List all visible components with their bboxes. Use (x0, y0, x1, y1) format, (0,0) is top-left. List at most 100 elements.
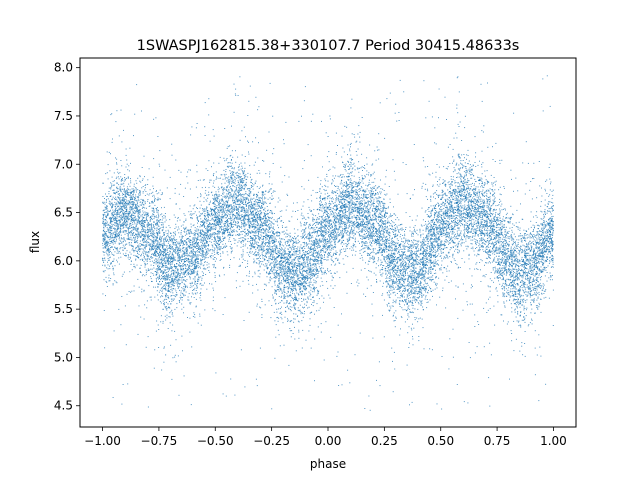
data-point (330, 241, 332, 243)
data-point (345, 191, 347, 193)
data-point (308, 224, 310, 226)
data-point (418, 272, 420, 274)
data-point (294, 307, 296, 309)
data-point (116, 110, 118, 112)
data-point (506, 261, 508, 263)
data-point (462, 207, 464, 209)
data-point (194, 211, 196, 213)
data-point (224, 236, 226, 238)
data-point (139, 251, 141, 253)
data-point (515, 222, 517, 224)
data-point (215, 227, 217, 229)
data-point (307, 272, 309, 274)
data-point (131, 201, 133, 203)
data-point (267, 209, 269, 211)
data-point (329, 246, 331, 248)
data-point (532, 234, 533, 236)
data-point (368, 179, 370, 181)
data-point (373, 235, 375, 237)
data-point (468, 204, 470, 206)
data-point (161, 369, 163, 371)
data-point (290, 235, 292, 237)
data-point (516, 239, 518, 241)
data-point (543, 244, 545, 246)
data-point (242, 199, 244, 201)
data-point (419, 294, 421, 296)
data-point (503, 260, 505, 262)
data-point (381, 249, 383, 251)
data-point (132, 223, 134, 225)
data-point (327, 254, 329, 256)
data-point (290, 310, 292, 312)
data-point (212, 296, 214, 298)
data-point (534, 243, 536, 245)
data-point (229, 267, 231, 268)
data-point (174, 234, 176, 236)
data-point (547, 224, 549, 226)
data-point (327, 256, 329, 258)
data-point (465, 196, 467, 198)
data-point (218, 203, 220, 205)
data-point (239, 258, 240, 260)
data-point (242, 206, 244, 208)
data-point (518, 278, 520, 280)
data-point (387, 231, 389, 233)
data-point (296, 256, 298, 258)
data-point (486, 183, 488, 185)
data-point (412, 305, 414, 306)
data-point (102, 251, 104, 253)
data-point (540, 286, 542, 288)
data-point (156, 222, 158, 224)
data-point (322, 208, 324, 210)
data-point (398, 224, 400, 226)
data-point (491, 218, 493, 220)
data-point (289, 293, 291, 295)
data-point (486, 231, 488, 233)
data-point (536, 259, 538, 261)
data-point (158, 225, 160, 227)
data-point (250, 242, 251, 244)
data-point (433, 262, 435, 264)
data-point (274, 280, 276, 282)
data-point (214, 212, 216, 213)
data-point (202, 274, 204, 276)
data-point (311, 269, 313, 271)
data-point (416, 282, 417, 284)
data-point (213, 214, 215, 216)
data-point (227, 220, 229, 222)
data-point (222, 248, 224, 249)
data-point (280, 254, 282, 256)
data-point (540, 279, 542, 281)
data-point (122, 211, 124, 213)
data-point (206, 229, 208, 231)
data-point (462, 182, 464, 184)
data-point (370, 187, 372, 189)
data-point (297, 235, 299, 237)
data-point (488, 222, 490, 224)
data-point (429, 348, 431, 350)
data-point (166, 317, 168, 319)
data-point (513, 320, 515, 322)
data-point (416, 254, 418, 256)
data-point (425, 196, 427, 198)
data-point (170, 289, 172, 290)
data-point (208, 238, 210, 240)
data-point (153, 226, 155, 227)
data-point (522, 236, 524, 238)
data-point (321, 295, 323, 297)
data-point (161, 229, 163, 231)
data-point (288, 303, 290, 305)
data-point (138, 209, 140, 211)
data-point (212, 245, 214, 247)
data-point (467, 155, 469, 156)
data-point (281, 244, 283, 246)
data-point (174, 278, 176, 280)
data-point (467, 236, 469, 238)
data-point (401, 251, 403, 253)
data-point (153, 233, 155, 235)
data-point (115, 198, 117, 200)
data-point (534, 286, 536, 288)
data-point (139, 194, 141, 196)
data-point (266, 245, 268, 247)
data-point (223, 240, 225, 241)
